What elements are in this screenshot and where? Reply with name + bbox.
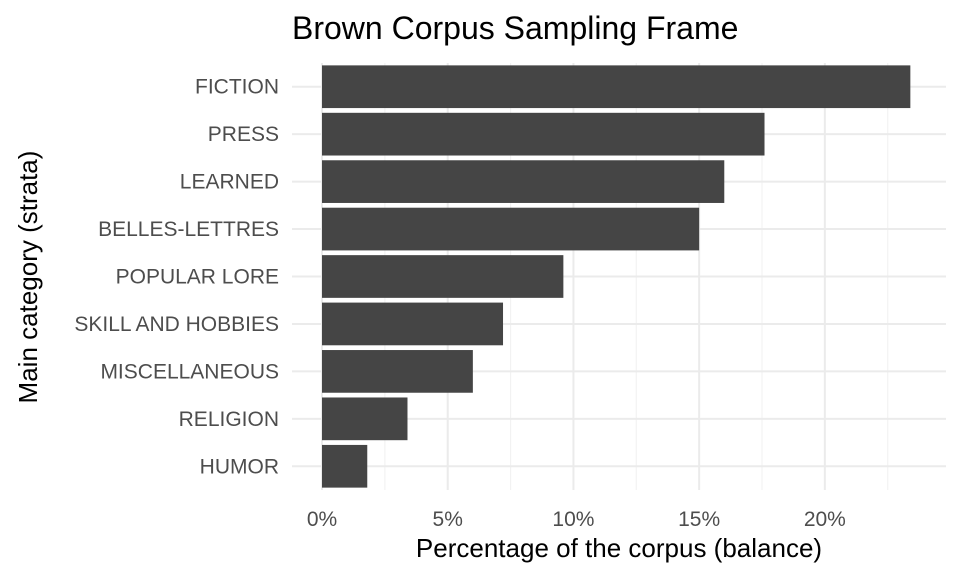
- y-tick-label: PRESS: [208, 123, 279, 146]
- bar: [322, 65, 911, 109]
- bar: [322, 397, 408, 441]
- bar: [322, 112, 765, 156]
- y-tick-label: LEARNED: [180, 171, 279, 194]
- x-tick-label: 15%: [678, 508, 720, 531]
- y-tick-label: FICTION: [195, 76, 279, 99]
- x-tick-label: 0%: [307, 508, 337, 531]
- bar: [322, 160, 725, 203]
- x-tick-labels: 0% 5% 10% 15% 20%: [307, 508, 846, 531]
- bars: [322, 65, 911, 488]
- bar: [322, 444, 368, 488]
- x-axis-title: Percentage of the corpus (balance): [416, 533, 822, 563]
- x-tick-label: 20%: [804, 508, 846, 531]
- y-tick-label: POPULAR LORE: [116, 266, 279, 289]
- bar: [322, 255, 564, 298]
- bar: [322, 350, 473, 393]
- x-tick-label: 10%: [552, 508, 594, 531]
- y-axis-title: Main category (strata): [13, 151, 43, 404]
- y-tick-label: SKILL AND HOBBIES: [74, 313, 279, 336]
- y-tick-label: BELLES-LETTRES: [98, 218, 279, 241]
- bar: [322, 207, 700, 251]
- y-tick-labels: FICTION PRESS LEARNED BELLES-LETTRES POPULAR…: [74, 76, 279, 479]
- bar: [322, 302, 504, 346]
- x-tick-label: 5%: [433, 508, 463, 531]
- y-tick-label: RELIGION: [179, 408, 279, 431]
- y-tick-label: MISCELLANEOUS: [100, 360, 279, 383]
- y-tick-label: HUMOR: [200, 455, 279, 478]
- chart-title: Brown Corpus Sampling Frame: [292, 10, 738, 46]
